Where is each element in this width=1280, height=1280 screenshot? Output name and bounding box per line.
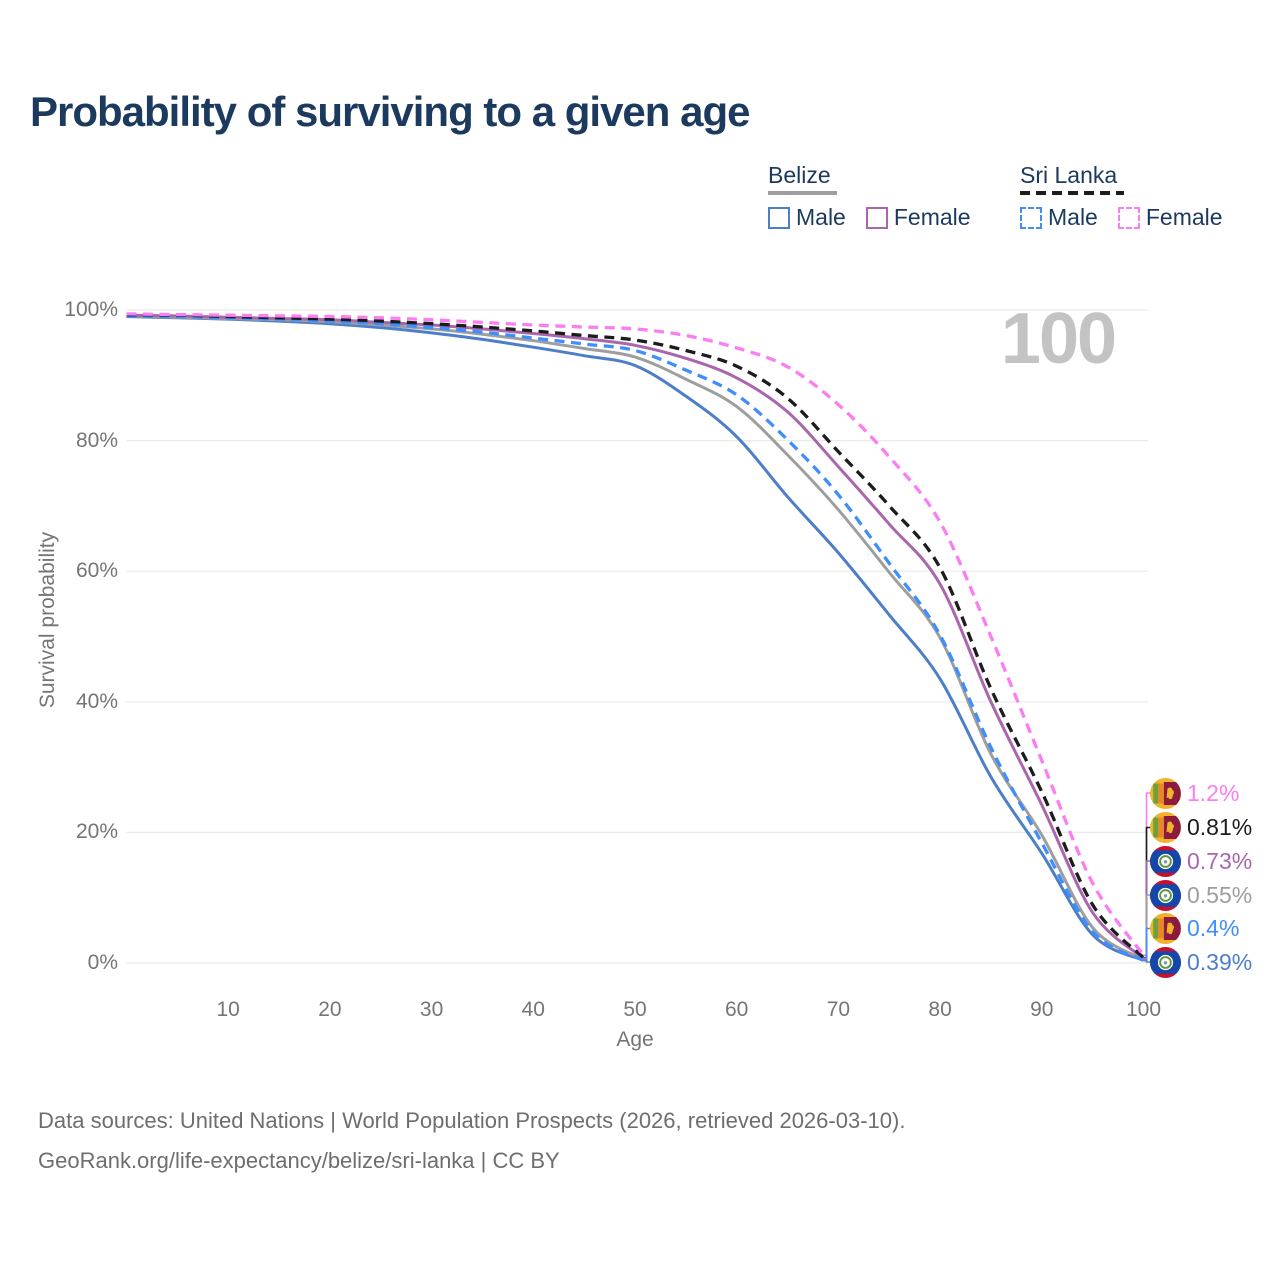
end-label-value: 0.81% — [1187, 814, 1253, 840]
y-tick-label-60: 60% — [75, 559, 118, 583]
x-tick-label-30: 30 — [419, 998, 444, 1021]
y-tick-label-0: 0% — [87, 951, 118, 974]
end-label-sri-lanka-female: 1.2% — [1150, 777, 1239, 809]
end-label-value: 1.2% — [1187, 779, 1240, 806]
x-tick-label-50: 50 — [623, 998, 647, 1021]
x-tick-label-20: 20 — [318, 998, 342, 1021]
sri-lanka-male-swatch-icon — [1020, 206, 1042, 229]
connector-belize-male — [1143, 959, 1151, 963]
legend-label-sri-lanka-male: Male — [1048, 204, 1098, 230]
y-axis-title: Survival probability — [36, 531, 59, 709]
y-tick-label-100: 100% — [64, 298, 118, 321]
end-label-belize: 0.55% — [1150, 879, 1252, 911]
curve-sri-lanka — [126, 312, 1145, 959]
belize-male-swatch-icon — [768, 206, 790, 229]
sri-lanka-flag-icon — [1150, 913, 1181, 944]
footer-source-line: Data sources: United Nations | World Pop… — [38, 1108, 906, 1133]
legend-item-belize-male: Male — [768, 204, 846, 231]
sri-lanka-flag-icon — [1150, 777, 1181, 809]
x-tick-label-90: 90 — [1030, 998, 1054, 1021]
belize-line-swatch-icon — [768, 191, 837, 195]
legend-label-belize-female: Female — [893, 204, 971, 230]
belize-flag-icon — [1150, 879, 1181, 911]
legend-items-belize: Male Female — [768, 204, 971, 231]
y-tick-label-20: 20% — [75, 820, 118, 844]
curve-belize-male — [126, 315, 1145, 962]
sri-lanka-female-swatch-icon — [1117, 206, 1140, 229]
belize-flag-icon — [1150, 845, 1181, 877]
curve-sri-lanka-male — [126, 314, 1145, 962]
end-label-value: 0.73% — [1187, 847, 1253, 874]
legend-item-sri-lanka-male: Male — [1020, 204, 1098, 231]
end-label-sri-lanka-male: 0.4% — [1150, 913, 1239, 945]
belize-flag-icon — [1150, 946, 1181, 978]
legend-label-belize-male: Male — [796, 204, 846, 230]
age-watermark: 100 — [1000, 299, 1117, 379]
page-title: Probability of surviving to a given age — [30, 88, 750, 135]
legend-item-sri-lanka-female: Female — [1117, 204, 1223, 231]
legend-label-sri-lanka-female: Female — [1145, 204, 1223, 230]
end-label-value: 0.39% — [1187, 948, 1253, 975]
belize-female-swatch-icon — [865, 206, 888, 229]
y-tick-label-80: 80% — [75, 428, 118, 452]
x-tick-label-40: 40 — [521, 998, 545, 1021]
x-tick-label-80: 80 — [928, 998, 952, 1021]
end-label-belize-female: 0.73% — [1150, 845, 1252, 877]
y-tick-label-40: 40% — [75, 689, 118, 713]
x-tick-label-100: 100 — [1125, 998, 1162, 1021]
x-tick-label-60: 60 — [725, 998, 749, 1021]
x-axis-title: Age — [616, 1028, 654, 1051]
end-label-sri-lanka: 0.81% — [1150, 812, 1252, 844]
x-tick-label-10: 10 — [216, 998, 240, 1021]
end-label-belize-male: 0.39% — [1150, 946, 1252, 978]
legend-country-belize: Belize — [768, 162, 831, 188]
sri-lanka-line-swatch-icon — [1020, 191, 1124, 195]
end-label-value: 0.55% — [1187, 881, 1253, 908]
legend-group-sri-lanka: Sri Lanka Male Female — [1020, 162, 1223, 231]
connector-belize — [1143, 894, 1151, 961]
footer-link-line: GeoRank.org/life-expectancy/belize/sri-l… — [38, 1148, 560, 1173]
legend-group-belize: Belize Male Female — [768, 162, 971, 231]
x-tick-label-70: 70 — [826, 998, 851, 1021]
end-label-value: 0.4% — [1187, 915, 1240, 941]
sri-lanka-flag-icon — [1150, 812, 1181, 843]
legend-item-belize-female: Female — [865, 204, 971, 231]
legend-items-sri-lanka: Male Female — [1020, 204, 1223, 231]
curve-sri-lanka-female — [126, 312, 1145, 957]
legend-country-sri-lanka: Sri Lanka — [1020, 162, 1118, 188]
